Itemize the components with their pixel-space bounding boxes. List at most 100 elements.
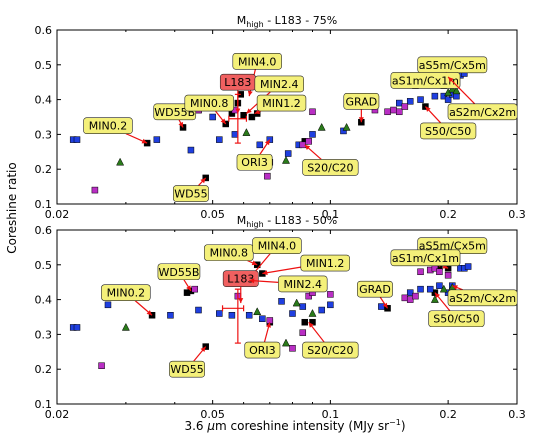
- x-tick-label: 0.02: [45, 408, 70, 421]
- annotation-arrow: [447, 76, 476, 105]
- data-point-green: [452, 86, 461, 95]
- annotation-box: [101, 284, 151, 301]
- data-point-magenta: [299, 329, 307, 336]
- annotation-label: MIN4.0: [238, 55, 276, 68]
- data-point-magenta: [191, 285, 198, 293]
- data-point-blue: [327, 301, 334, 309]
- annotation-arrowhead: [141, 138, 148, 144]
- annotation-label: S50/C50: [433, 313, 479, 326]
- annotation-arrowhead: [200, 177, 206, 184]
- annotation-arrowhead: [448, 76, 454, 83]
- x-tick-label: 0.05: [200, 208, 225, 221]
- data-point-magenta: [264, 172, 271, 180]
- data-point-green: [430, 295, 439, 303]
- annotation-label: GRAD: [345, 95, 377, 108]
- annotation-arrowhead: [358, 117, 364, 123]
- annotation-arrowhead: [251, 260, 258, 266]
- annotation-box: [390, 249, 461, 267]
- x-axis-label-mu: μ: [206, 419, 215, 433]
- annotation-label: MIN2.4: [260, 78, 298, 91]
- annotation-arrowhead: [247, 90, 253, 97]
- data-point-magenta: [401, 103, 409, 110]
- annotation-label: MIN0.8: [190, 97, 228, 110]
- data-point-magenta: [299, 141, 307, 149]
- annotation-arrowhead: [220, 118, 226, 124]
- annotation-box: [157, 263, 201, 281]
- x-tick-label: 0.2: [439, 408, 457, 421]
- annotation-arrowhead: [434, 292, 440, 299]
- annotation-label: MIN1.2: [262, 97, 300, 110]
- data-point-blue: [436, 282, 443, 289]
- x-tick-label: 0.3: [508, 408, 526, 421]
- panel-title-rest: - L183 - 50%: [264, 214, 338, 227]
- annotation-box: [302, 341, 359, 359]
- data-point-magenta: [444, 271, 452, 279]
- data-point-blue: [104, 301, 112, 309]
- data-point-magenta: [390, 106, 397, 114]
- data-point-blue: [309, 131, 316, 138]
- data-point-blue: [406, 289, 414, 296]
- data-point-blue: [153, 136, 161, 143]
- annotation-box: [232, 53, 282, 70]
- data-point-blue: [464, 263, 472, 270]
- data-point-green: [342, 122, 351, 131]
- annotation-label: S20/C20: [307, 161, 353, 174]
- data-point-green: [116, 157, 125, 166]
- x-axis-label: 3.6 μm coreshine intensity (MJy sr−1): [184, 418, 405, 433]
- x-tick-label: 0.02: [45, 208, 70, 221]
- data-point-blue: [259, 315, 266, 322]
- annotation-box: [420, 122, 477, 140]
- y-tick-label: 0.4: [35, 94, 53, 107]
- annotation-label: MIN0.2: [89, 120, 127, 133]
- data-point-black: [301, 318, 309, 326]
- annotation-arrowhead: [178, 121, 184, 128]
- y-axis-label: Coreshine ratio: [5, 162, 19, 253]
- annotation-arrowhead: [266, 322, 271, 328]
- data-point-blue: [245, 312, 253, 319]
- annotation-box: [343, 93, 380, 110]
- data-point-blue: [73, 324, 81, 331]
- annotation-label: GRAD: [359, 283, 391, 296]
- data-point-blue: [444, 96, 452, 103]
- annotation-box: [447, 289, 518, 307]
- data-point-blue: [396, 99, 403, 107]
- data-point-magenta: [384, 108, 391, 116]
- panel-75-percent: Mhigh - L183 - 75% 0.1 0.2 0.3 0.4 0.5 0.6 0.02…: [35, 14, 526, 221]
- data-point-blue: [431, 92, 439, 100]
- data-point-blue: [426, 285, 434, 293]
- data-point-blue: [216, 310, 223, 317]
- annotation-label: WD55: [174, 188, 207, 201]
- x-tick-label: 0.1: [322, 408, 340, 421]
- data-point-blue: [73, 136, 81, 143]
- data-point-blue: [209, 113, 216, 121]
- annotation-label: ORI3: [241, 156, 268, 169]
- annotation-arrowhead: [382, 302, 388, 309]
- data-point-blue: [318, 306, 325, 314]
- data-point-green: [121, 322, 130, 331]
- data-point-blue: [417, 285, 424, 293]
- data-point-green: [308, 308, 317, 317]
- data-point-magenta: [412, 292, 419, 300]
- panel-50-percent: Mhigh - L183 - 50% 0.1 0.2 0.3 0.4 0.5 0.6 0.02…: [35, 214, 526, 421]
- annotation-label: aS2m/Cx2m: [449, 292, 516, 305]
- panel-title-main: M: [237, 14, 247, 27]
- panel-title: Mhigh - L183 - 50%: [237, 214, 337, 229]
- annotation-label: MIN0.2: [107, 287, 145, 300]
- panel-title: Mhigh - L183 - 75%: [237, 14, 337, 29]
- data-point-green: [317, 122, 326, 131]
- panel-title-sub: high: [246, 220, 263, 229]
- data-point-magenta: [327, 291, 334, 298]
- x-axis-label-pre: 3.6: [184, 419, 207, 433]
- annotation-box: [300, 254, 350, 272]
- annotation-box: [173, 185, 209, 202]
- x-tick-label: 0.3: [508, 208, 526, 221]
- y-tick-label: 0.5: [35, 59, 53, 72]
- data-point-blue: [195, 306, 202, 314]
- data-point-magenta: [98, 362, 105, 369]
- annotation-label: S50/C50: [425, 125, 471, 138]
- y-tick-label: 0.1: [35, 198, 53, 211]
- annotation-label: L183: [227, 273, 254, 286]
- x-axis-label-close: ): [401, 419, 406, 433]
- data-point-green: [439, 284, 448, 293]
